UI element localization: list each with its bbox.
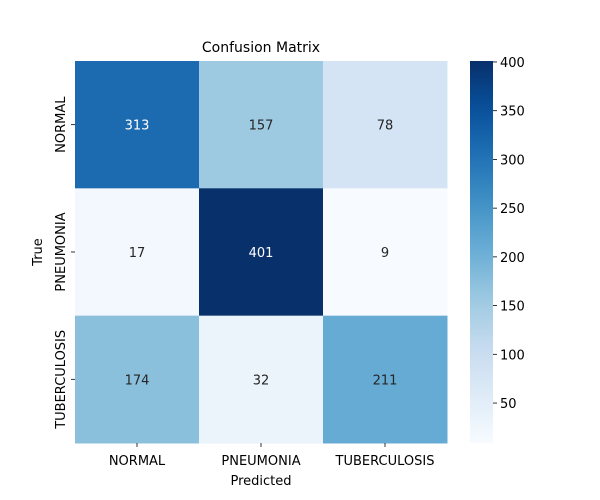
y-axis-label: True (31, 238, 46, 267)
colorbar-tick-label: 50 (500, 397, 517, 412)
cell-value-label: 9 (381, 246, 389, 261)
heatmap-cell (323, 315, 448, 444)
colorbar-tick-label: 200 (500, 251, 525, 266)
x-tick-label: TUBERCULOSIS (335, 454, 435, 469)
cell-value-label: 174 (125, 373, 150, 388)
cell-value-label: 157 (249, 119, 274, 134)
colorbar-ticks: 50 100 150 200 250 300 350 400 (493, 56, 525, 412)
y-tick-label: TUBERCULOSIS (54, 330, 69, 430)
heatmap-cell (323, 188, 448, 317)
x-tick-label: PNEUMONIA (221, 454, 300, 469)
colorbar-tick-label: 100 (500, 348, 525, 363)
x-tick-label: NORMAL (109, 454, 166, 469)
x-axis-ticks: NORMAL PNEUMONIA TUBERCULOSIS (109, 442, 435, 469)
heatmap-cell (75, 188, 200, 317)
colorbar-tick-label: 150 (500, 300, 525, 315)
heatmap-cells: 313 157 78 17 401 9 174 32 211 (75, 61, 448, 444)
colorbar-tick-label: 300 (500, 153, 525, 168)
y-tick-label: PNEUMONIA (54, 212, 69, 291)
heatmap-cell (75, 61, 200, 189)
cell-value-label: 211 (373, 373, 398, 388)
heatmap-cell (323, 61, 448, 189)
heatmap-cell (75, 315, 200, 444)
colorbar-tick-label: 350 (500, 105, 525, 120)
colorbar (470, 61, 493, 443)
cell-value-label: 313 (125, 119, 150, 134)
colorbar-tick-label: 400 (500, 56, 525, 71)
cell-value-label: 401 (249, 246, 274, 261)
chart-title: Confusion Matrix (202, 40, 320, 56)
y-axis-ticks: NORMAL PNEUMONIA TUBERCULOSIS (54, 96, 75, 430)
y-tick-label: NORMAL (54, 96, 69, 153)
colorbar-tick-label: 250 (500, 202, 525, 217)
x-axis-label: Predicted (230, 474, 291, 489)
heatmap-cell (199, 188, 324, 317)
heatmap-cell (199, 61, 324, 189)
cell-value-label: 17 (129, 246, 146, 261)
heatmap-cell (199, 315, 324, 444)
cell-value-label: 32 (253, 373, 270, 388)
cell-value-label: 78 (377, 119, 394, 134)
